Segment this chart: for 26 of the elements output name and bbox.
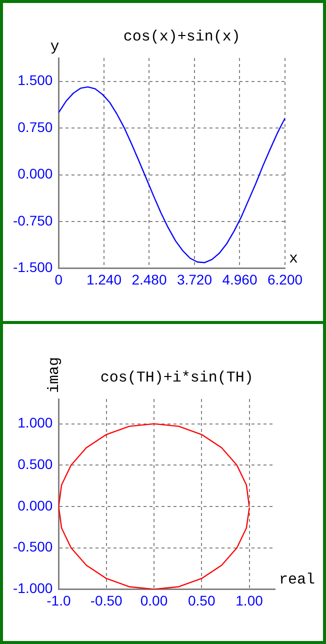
y-tick-label: 1.000	[18, 414, 53, 430]
x-tick-label: 0.50	[188, 592, 216, 608]
x-tick-label: 6.200	[267, 271, 303, 288]
y-tick-label: 0.000	[18, 496, 53, 513]
y-tick-label: 0.500	[18, 456, 53, 472]
x-tick-label: 0	[54, 271, 63, 288]
chart-title: cos(x)+sin(x)	[123, 28, 240, 46]
x-tick-label: 3.720	[176, 271, 212, 288]
y-tick-label: 0.750	[18, 118, 53, 135]
x-tick-label: 0.00	[140, 592, 168, 608]
x-tick-label: 1.240	[86, 271, 122, 288]
x-axis-title: real	[279, 571, 316, 588]
x-tick-label: -0.50	[90, 592, 123, 608]
y-tick-label: -0.500	[12, 538, 53, 554]
x-tick-label: 4.960	[222, 271, 258, 288]
x-tick-label: 1.00	[236, 592, 264, 608]
chart-title: cos(TH)+i*sin(TH)	[100, 368, 254, 386]
y-tick-label: -0.750	[12, 212, 53, 228]
y-tick-label: -1.500	[12, 259, 53, 276]
x-tick-label: 2.480	[132, 271, 167, 288]
x-axis-title: x	[289, 250, 298, 268]
y-tick-label: 1.500	[18, 72, 53, 88]
y-axis-title: y	[50, 38, 60, 56]
y-tick-label: -1.000	[12, 580, 53, 596]
y-axis-title: imag	[46, 356, 64, 392]
y-tick-label: 0.000	[18, 166, 53, 182]
